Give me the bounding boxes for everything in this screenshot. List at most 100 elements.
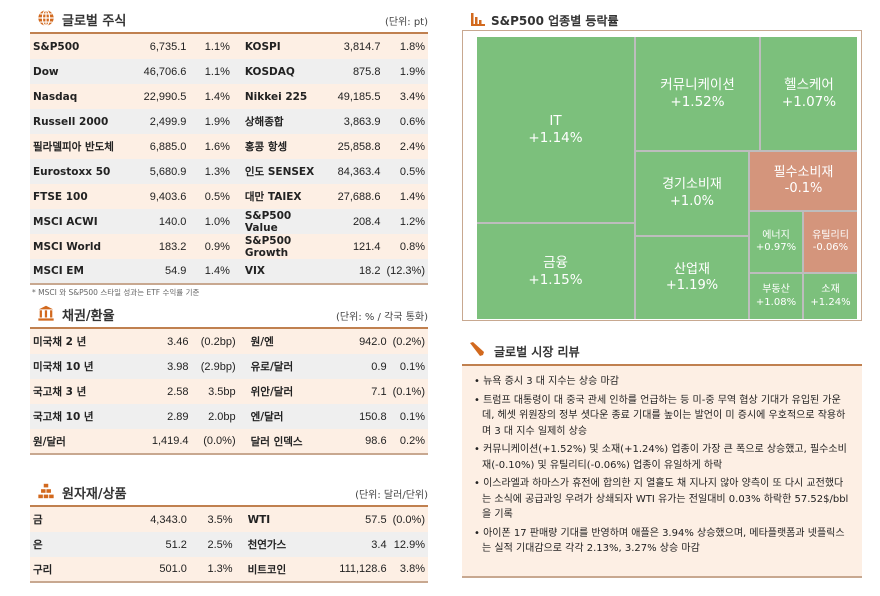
table-row: 국고채 3 년 2.58 3.5bp 위안/달러 7.1 (0.1%) (30, 379, 428, 404)
change-cell: 0.1% (399, 410, 425, 423)
change-cell: 1.3% (204, 165, 230, 178)
table-row: FTSE 100 9,403.6 0.5% 대만 TAIEX 27,688.6 1.4% (30, 184, 428, 209)
name-cell: KOSPI (244, 40, 281, 53)
bank-icon (38, 305, 54, 321)
treemap-cell: 부동산 +1.08% (750, 274, 802, 319)
value-cell: 2.58 (167, 385, 189, 398)
value-cell: 111,128.6 (339, 563, 387, 575)
value-cell: 3.98 (167, 360, 189, 373)
change-cell: 1.3% (207, 563, 233, 575)
change-cell: 0.2% (399, 435, 425, 447)
value-cell: 3,863.9 (343, 115, 381, 128)
value-cell: 46,706.6 (143, 65, 187, 78)
table-row: 구리 501.0 1.3% 비트코인 111,128.6 3.8% (30, 557, 428, 582)
value-cell: 98.6 (365, 435, 387, 447)
table-row: 필라델피아 반도체 6,885.0 1.6% 홍콩 항셍 25,858.8 2.4% (30, 134, 428, 159)
value-cell: 183.2 (158, 240, 187, 253)
bonds-fx-section: 채권/환율 (단위: % / 각국 통화) 미국채 2 년 3.46 (0.2bp)… (30, 301, 428, 455)
change-cell: 3.5% (207, 513, 233, 526)
change-cell: 1.2% (399, 215, 425, 228)
sector-change: +1.19% (665, 278, 719, 293)
pencil-icon (470, 342, 484, 356)
value-cell: 0.9 (371, 360, 387, 373)
table-row: Russell 2000 2,499.9 1.9% 상해종합 3,863.9 0.6% (30, 109, 428, 134)
name-cell: Russell 2000 (33, 115, 109, 128)
name-cell: 위안/달러 (250, 386, 294, 398)
name-cell: 천연가스 (247, 539, 287, 551)
change-cell: 1.1% (204, 40, 230, 53)
value-cell: 150.8 (359, 410, 387, 423)
value-cell: 2,499.9 (149, 115, 187, 128)
change-cell: 1.0% (204, 215, 230, 228)
treemap-cell: 소재 +1.24% (804, 274, 857, 319)
change-cell: 1.8% (399, 40, 425, 53)
name-cell: Dow (33, 65, 59, 78)
change-cell: 1.9% (399, 65, 425, 78)
unit-label: (단위: 달러/단위) (355, 490, 428, 501)
change-cell: (0.2%) (392, 335, 425, 348)
change-cell: 0.1% (399, 360, 425, 373)
change-cell: 0.5% (204, 190, 230, 203)
name-cell: 상해종합 (244, 116, 284, 128)
name-cell: Eurostoxx 50 (33, 165, 111, 178)
name-cell: 미국채 10 년 (33, 361, 94, 373)
sector-name: 유틸리티 (812, 229, 849, 241)
name-cell: 필라델피아 반도체 (33, 141, 114, 153)
treemap-cell: 금융 +1.15% (477, 224, 634, 319)
name-cell: KOSDAQ (244, 65, 295, 78)
sector-change: +1.07% (781, 93, 837, 110)
change-cell: 0.9% (204, 240, 230, 253)
commodities-section: 원자재/상품 (단위: 달러/단위) 금 4,343.0 3.5% WTI 57.5 (0… (30, 479, 428, 583)
change-cell: (0.0%) (203, 435, 236, 447)
review-title: 글로벌 시장 리뷰 (494, 345, 580, 359)
change-cell: 0.6% (399, 115, 425, 128)
sector-title: S&P500 업종별 등락률 (491, 14, 619, 28)
treemap-cell: 헬스케어 +1.07% (761, 37, 857, 150)
review-item: 트럼프 대통령이 대 중국 관세 인하를 언급하는 등 미-중 무역 협상 기대… (472, 393, 852, 440)
name-cell: Nasdaq (33, 90, 78, 103)
name-cell: 국고채 10 년 (33, 411, 94, 423)
change-cell: 1.4% (399, 190, 425, 203)
sector-treemap: IT +1.14% 금융 +1.15% 커뮤니케이션 +1.52% 헬스케어 +1.07% 경기… (462, 30, 862, 321)
table-row: MSCI World 183.2 0.9% S&P500 Growth 121.4 0.8… (30, 234, 428, 259)
sector-name: IT (549, 112, 562, 129)
name-cell: 인도 SENSEX (244, 166, 315, 178)
value-cell: 54.9 (164, 265, 187, 277)
value-cell: 3.4 (371, 538, 387, 551)
value-cell: 121.4 (352, 240, 381, 253)
value-cell: 7.1 (371, 385, 387, 398)
change-cell: 3.8% (399, 563, 425, 575)
global-equities-section: 글로벌 주식 (단위: pt) S&P500 6,735.1 1.1% KOSPI 3,… (30, 6, 428, 285)
change-cell: 1.6% (204, 140, 230, 153)
gold-bars-icon (38, 483, 54, 499)
change-cell: 2.5% (207, 538, 233, 551)
review-item: 커뮤니케이션(+1.52%) 및 소재(+1.24%) 업종이 가장 큰 폭으로… (472, 442, 852, 473)
table-row: Dow 46,706.6 1.1% KOSDAQ 875.8 1.9% (30, 59, 428, 84)
value-cell: 208.4 (352, 215, 381, 228)
value-cell: 18.2 (359, 265, 381, 277)
review-item: 이스라엘과 하마스가 휴전에 합의한 지 열흘도 채 지나지 않아 양측이 또 … (472, 476, 852, 523)
sector-change: +1.08% (755, 296, 797, 308)
value-cell: 9,403.6 (149, 190, 187, 203)
name-cell: 유로/달러 (250, 361, 294, 373)
change-cell: (2.9bp) (200, 360, 236, 373)
review-item: 아이폰 17 판매량 기대를 반영하며 애플은 3.94% 상승했으며, 메타플… (472, 526, 852, 557)
change-cell: 0.8% (399, 240, 425, 253)
unit-label: (단위: pt) (384, 17, 428, 28)
review-list: 뉴욕 증시 3 대 지수는 상승 마감트럼프 대통령이 대 중국 관세 인하를 … (462, 364, 862, 578)
value-cell: 49,185.5 (337, 90, 381, 103)
equities-table: S&P500 6,735.1 1.1% KOSPI 3,814.7 1.8% Dow 46,7… (30, 34, 428, 285)
sector-change: +0.97% (755, 242, 797, 253)
name-cell: 비트코인 (247, 563, 287, 576)
value-cell: 25,858.8 (337, 140, 381, 153)
value-cell: 2.89 (167, 410, 189, 423)
treemap-cell: 커뮤니케이션 +1.52% (636, 37, 759, 150)
change-cell: (0.1%) (392, 385, 425, 398)
section-title: 글로벌 주식 (62, 14, 127, 29)
change-cell: (12.3%) (386, 265, 425, 277)
name-cell: 원/달러 (33, 435, 66, 448)
value-cell: 27,688.6 (337, 190, 381, 203)
treemap-cell: 산업재 +1.19% (636, 237, 748, 319)
name-cell: MSCI ACWI (33, 215, 98, 228)
value-cell: 6,885.0 (149, 140, 187, 153)
